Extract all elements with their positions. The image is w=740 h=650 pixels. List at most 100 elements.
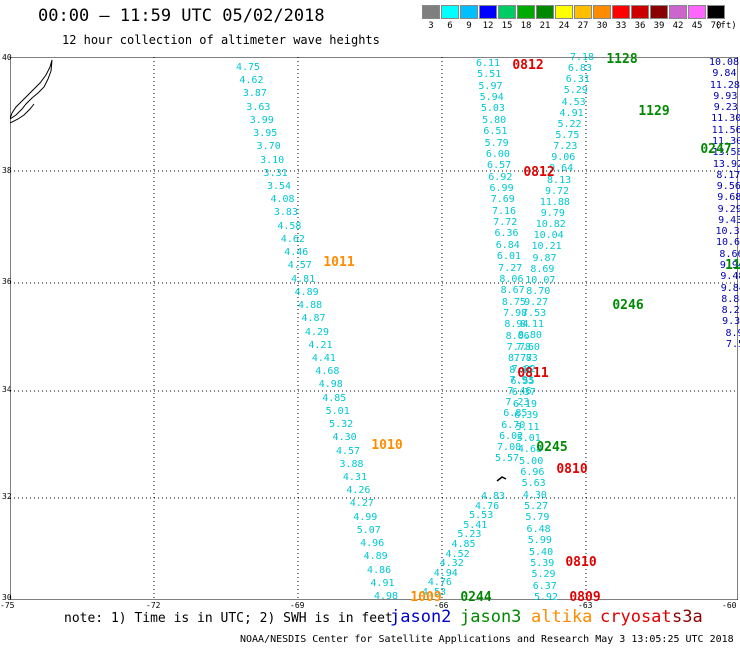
coastline-island	[10, 103, 35, 124]
wave-height-value: 8.20	[721, 305, 740, 317]
wave-height-value: 11.30	[712, 135, 740, 147]
legend-altika: altika	[531, 607, 593, 627]
wave-height-value: 10.21	[531, 241, 562, 253]
color-swatch	[707, 5, 725, 19]
wave-height-value: 8.06	[499, 273, 524, 285]
longitude-label: -60	[722, 601, 737, 610]
wave-height-value: 9.87	[532, 252, 557, 264]
wave-height-value: 4.30	[522, 489, 547, 501]
color-scale-label: 39	[653, 21, 665, 31]
wave-height-value: 9.43	[718, 214, 740, 226]
wave-height-value: 3.99	[249, 114, 274, 126]
wave-height-value: 7.16	[491, 205, 517, 217]
wave-height-value: 4.96	[360, 538, 385, 550]
wave-height-value: 6.55	[510, 376, 535, 388]
wave-height-value: 9.84	[720, 282, 740, 294]
latitude-label: 30	[2, 593, 12, 602]
legend-jason2: jason2	[390, 607, 452, 627]
wave-height-value: 7.98	[503, 307, 528, 319]
color-scale-label: 12	[482, 21, 494, 31]
wave-height-value: 9.84	[712, 68, 737, 80]
wave-height-value: 10.07	[525, 274, 556, 286]
wave-height-value: 4.98	[318, 379, 343, 391]
wave-height-value: 11.56	[711, 124, 740, 136]
wave-height-value: 6.02	[499, 430, 524, 442]
wave-height-value: 4.75	[235, 62, 261, 73]
wave-height-value: 6.31	[565, 74, 590, 86]
latitude-label: 34	[2, 385, 12, 394]
wave-height-value: 5.53	[469, 510, 494, 522]
footer-credit: NOAA/NESDIS Center for Satellite Applica…	[240, 634, 734, 645]
wave-height-value: 10.67	[715, 237, 740, 249]
color-scale-label: 45	[691, 21, 703, 31]
wave-height-value: 5.79	[525, 512, 550, 524]
wave-height-value: 6.01	[496, 251, 522, 263]
wave-height-value: 8.70	[526, 285, 551, 297]
wave-height-value: 6.85	[503, 408, 528, 420]
wave-height-value: 4.29	[304, 326, 330, 338]
wave-height-value: 8.75	[501, 296, 526, 308]
wave-height-value: 3.87	[242, 88, 267, 100]
wave-height-value: 4.89	[294, 286, 319, 298]
color-scale-label: 15	[501, 21, 513, 31]
wave-height-value: 3.63	[246, 101, 271, 113]
wave-height-value: 8.88	[721, 293, 740, 305]
wave-height-value: 3.83	[273, 207, 298, 219]
color-scale-label: 3	[428, 21, 434, 31]
wave-height-value: 11.28	[709, 79, 740, 91]
latitude-label: 38	[2, 166, 12, 175]
wave-height-value: 9.48	[720, 271, 740, 283]
wave-height-value: 4.26	[346, 485, 371, 497]
wave-height-value: 9.37	[722, 316, 740, 328]
wave-height-value: 13.92	[712, 158, 740, 170]
pass-time-label: 0809	[569, 590, 601, 605]
wave-height-value: 10.82	[535, 219, 566, 231]
color-swatch	[441, 5, 459, 19]
map-frame	[10, 57, 738, 600]
longitude-label: -66	[434, 601, 449, 610]
wave-height-value: 8.11	[519, 319, 545, 331]
wave-height-value: 4.52	[445, 548, 470, 560]
wave-height-value: 6.37	[511, 387, 536, 399]
wave-height-value: 4.83	[480, 491, 506, 502]
color-swatch	[688, 5, 706, 19]
wave-height-value: 6.11	[475, 58, 501, 69]
wave-height-value: 4.21	[308, 339, 333, 351]
pass-time-label: 0244	[460, 590, 492, 605]
wave-height-value: 9.23	[713, 102, 738, 114]
color-scale-label: 9	[466, 21, 472, 31]
wave-height-value: 11.30	[711, 113, 740, 125]
wave-height-value: 6.36	[494, 228, 519, 240]
pass-time-label: 0810	[565, 555, 597, 570]
wave-height-value: 9.29	[717, 203, 740, 215]
color-scale-label: 33	[615, 21, 627, 31]
wave-height-value: 5.92	[533, 592, 559, 603]
pass-time-label: 0247	[700, 142, 732, 157]
wave-height-value: 7.78	[506, 342, 531, 354]
wave-height-value: 4.91	[559, 107, 584, 119]
wave-height-value: 5.39	[530, 557, 555, 569]
wave-height-value: 6.39	[514, 410, 539, 422]
wave-height-value: 4.68	[517, 444, 542, 456]
wave-height-value: 3.31	[263, 167, 288, 179]
track-segment	[496, 476, 507, 482]
legend-jason3: jason3	[460, 607, 522, 627]
wave-height-value: 4.46	[284, 247, 309, 259]
wave-height-value: 6.48	[526, 523, 551, 535]
color-scale-label: 6	[447, 21, 453, 31]
wave-height-value: 8.80	[517, 330, 542, 342]
pass-time-label: 1129	[638, 104, 670, 119]
wave-height-value: 3.88	[339, 458, 364, 470]
wave-height-value: 4.53	[561, 96, 586, 108]
pass-time-label: 1011	[323, 255, 355, 270]
wave-height-value: 7.5	[725, 339, 740, 350]
wave-height-value: 13.58	[712, 147, 740, 159]
legend-s3a: s3a	[672, 607, 703, 627]
wave-height-value: 5.27	[524, 501, 549, 513]
wave-height-value: 4.81	[291, 273, 316, 285]
wave-height-value: 5.29	[563, 85, 588, 97]
wave-height-value: 6.51	[483, 126, 508, 138]
longitude-label: -63	[578, 601, 593, 610]
wave-height-value: 7.18	[569, 52, 595, 63]
wave-height-value: 7.83	[513, 352, 538, 364]
